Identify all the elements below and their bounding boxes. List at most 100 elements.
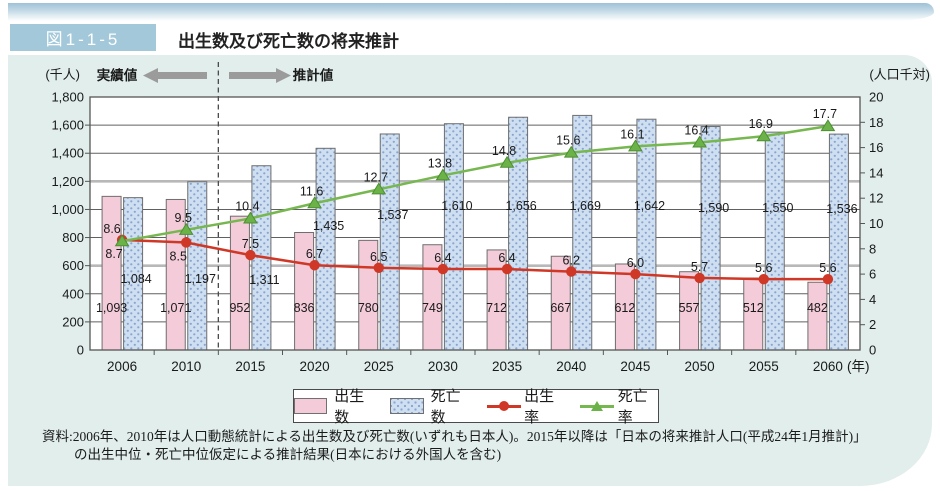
svg-text:14.8: 14.8 bbox=[492, 144, 516, 158]
svg-text:1,800: 1,800 bbox=[51, 90, 84, 105]
svg-text:2010: 2010 bbox=[171, 359, 201, 374]
svg-text:5.6: 5.6 bbox=[755, 261, 772, 275]
svg-text:6.4: 6.4 bbox=[498, 251, 515, 265]
svg-text:667: 667 bbox=[550, 301, 571, 315]
svg-text:557: 557 bbox=[679, 301, 700, 315]
x-axis-labels: 2006 2010 2015 2020 2025 2030 2035 2040 2045 2050… bbox=[107, 359, 869, 374]
svg-text:1,000: 1,000 bbox=[51, 202, 84, 217]
svg-text:712: 712 bbox=[486, 301, 507, 315]
axis-unit-labels: (千人) (人口千対) bbox=[45, 67, 930, 82]
svg-text:5.6: 5.6 bbox=[819, 261, 836, 275]
svg-text:482: 482 bbox=[807, 301, 828, 315]
legend-label-birth-rate: 出生率 bbox=[524, 388, 555, 426]
svg-text:(年): (年) bbox=[847, 359, 870, 374]
svg-text:952: 952 bbox=[229, 301, 250, 315]
source-note: 資料:2006年、2010年は人口動態統計による出生数及び死亡数(いずれも日本人… bbox=[42, 428, 867, 464]
svg-text:20: 20 bbox=[869, 90, 883, 105]
svg-text:8.6: 8.6 bbox=[103, 222, 120, 236]
legend-item-births: 出生数 bbox=[294, 385, 374, 427]
source-line1: 資料:2006年、2010年は人口動態統計による出生数及び死亡数(いずれも日本人… bbox=[42, 429, 867, 444]
bar-births-2060 bbox=[807, 281, 828, 351]
svg-text:1,536: 1,536 bbox=[826, 202, 857, 216]
svg-text:15.6: 15.6 bbox=[556, 134, 580, 148]
actual-arrow-icon bbox=[143, 68, 207, 83]
legend-item-death-rate: 死亡率 bbox=[580, 385, 658, 427]
actual-projected-annotations: 実績値 推計値 bbox=[97, 67, 334, 83]
svg-text:0: 0 bbox=[869, 343, 876, 358]
birth-rate-line bbox=[116, 234, 834, 285]
svg-text:1,642: 1,642 bbox=[634, 199, 665, 213]
decorative-top-band bbox=[8, 3, 934, 21]
svg-text:1,537: 1,537 bbox=[377, 208, 408, 222]
svg-text:16.4: 16.4 bbox=[684, 124, 708, 138]
svg-text:12: 12 bbox=[869, 191, 883, 206]
svg-text:6.7: 6.7 bbox=[306, 247, 323, 261]
svg-text:600: 600 bbox=[62, 258, 84, 273]
svg-text:1,311: 1,311 bbox=[249, 273, 279, 287]
figure-title: 出生数及び死亡数の将来推計 bbox=[178, 32, 399, 51]
svg-text:2045: 2045 bbox=[620, 359, 650, 374]
svg-text:17.7: 17.7 bbox=[813, 107, 837, 121]
svg-text:14: 14 bbox=[869, 165, 883, 180]
bar-deaths-2025 bbox=[379, 133, 400, 351]
svg-text:800: 800 bbox=[62, 230, 84, 245]
svg-text:11.6: 11.6 bbox=[300, 184, 323, 198]
svg-text:2035: 2035 bbox=[492, 359, 522, 374]
legend-label-deaths: 死亡数 bbox=[430, 388, 461, 426]
svg-text:1,071: 1,071 bbox=[160, 301, 191, 315]
svg-text:1,600: 1,600 bbox=[51, 118, 84, 133]
svg-text:9.5: 9.5 bbox=[175, 211, 192, 225]
svg-text:2015: 2015 bbox=[235, 359, 265, 374]
svg-text:1,435: 1,435 bbox=[313, 219, 344, 233]
axes bbox=[85, 96, 865, 355]
svg-text:780: 780 bbox=[358, 301, 379, 315]
svg-text:10.4: 10.4 bbox=[235, 199, 259, 213]
source-line2: の出生中位・死亡中位仮定による推計結果(日本における外国人を含む) bbox=[74, 447, 502, 462]
svg-text:1,669: 1,669 bbox=[570, 199, 601, 213]
svg-text:1,656: 1,656 bbox=[505, 199, 536, 213]
svg-text:2040: 2040 bbox=[556, 359, 586, 374]
figure-number-badge: 図1-1-5 bbox=[10, 24, 156, 51]
svg-text:836: 836 bbox=[294, 301, 315, 315]
svg-text:1,200: 1,200 bbox=[51, 174, 84, 189]
legend-label-death-rate: 死亡率 bbox=[617, 388, 648, 426]
svg-text:200: 200 bbox=[62, 314, 84, 329]
right-axis-labels: 0 2 4 6 8 10 12 14 16 18 20 bbox=[869, 90, 883, 358]
svg-text:1,197: 1,197 bbox=[185, 272, 216, 286]
svg-text:2006: 2006 bbox=[107, 359, 137, 374]
left-axis-labels: 0 200 400 600 800 1,000 1,200 1,400 1,600 1,800 bbox=[51, 90, 84, 358]
bar-deaths-2045 bbox=[636, 118, 657, 351]
svg-text:8.7: 8.7 bbox=[105, 247, 122, 261]
bar-deaths-2050 bbox=[700, 126, 721, 351]
death-rate-line bbox=[114, 119, 836, 247]
svg-text:4: 4 bbox=[869, 292, 876, 307]
svg-text:6.0: 6.0 bbox=[627, 256, 644, 270]
svg-text:749: 749 bbox=[422, 301, 443, 315]
svg-text:12.7: 12.7 bbox=[364, 170, 388, 184]
bar-deaths-2060 bbox=[828, 133, 849, 351]
birth-rate-marker-icon bbox=[486, 400, 521, 413]
svg-text:2030: 2030 bbox=[428, 359, 458, 374]
svg-text:2055: 2055 bbox=[749, 359, 779, 374]
svg-text:16.9: 16.9 bbox=[749, 117, 773, 131]
svg-text:612: 612 bbox=[614, 301, 635, 315]
svg-text:8: 8 bbox=[869, 241, 876, 256]
svg-text:2050: 2050 bbox=[685, 359, 715, 374]
svg-text:6.4: 6.4 bbox=[434, 251, 451, 265]
births-swatch-icon bbox=[294, 398, 328, 414]
data-labels: 1,093 1,071 952 836 780 749 712 667 612 557 512 482… bbox=[96, 107, 858, 315]
svg-text:1,550: 1,550 bbox=[762, 201, 793, 215]
deaths-swatch-icon bbox=[390, 398, 424, 414]
svg-text:6.5: 6.5 bbox=[370, 250, 387, 264]
svg-text:1,590: 1,590 bbox=[698, 201, 729, 215]
svg-text:400: 400 bbox=[62, 286, 84, 301]
svg-text:2020: 2020 bbox=[300, 359, 330, 374]
svg-text:1,400: 1,400 bbox=[51, 146, 84, 161]
legend-label-births: 出生数 bbox=[334, 388, 365, 426]
svg-text:1,093: 1,093 bbox=[96, 301, 127, 315]
svg-text:6: 6 bbox=[869, 267, 876, 282]
svg-text:(千人): (千人) bbox=[45, 67, 80, 82]
svg-text:18: 18 bbox=[869, 115, 883, 130]
svg-text:16: 16 bbox=[869, 140, 883, 155]
